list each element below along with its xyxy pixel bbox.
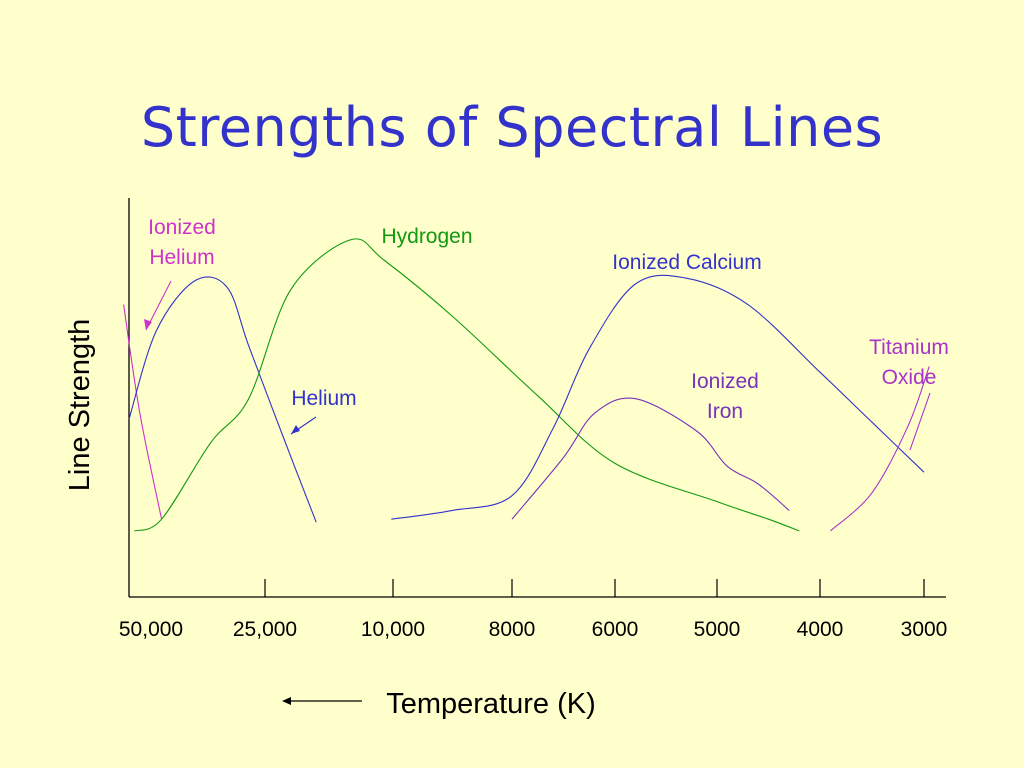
x-axis-ticks: 50,000 25,000 10,000 8000 6000 5000 4000 3000 <box>119 579 947 641</box>
ionized-iron-curve <box>511 397 790 520</box>
temperature-direction-arrow <box>282 697 362 705</box>
helium-curve <box>128 276 317 523</box>
x-tick-label: 5000 <box>694 618 741 641</box>
ionized-helium-curve <box>123 304 163 520</box>
ionized-helium-label: Ionized Helium <box>148 216 216 269</box>
titanium-oxide-pointer <box>909 392 931 451</box>
x-tick-label: 4000 <box>797 618 844 641</box>
ionized-helium-pointer <box>144 280 172 331</box>
helium-pointer <box>290 416 317 435</box>
ionized-calcium-label: Ionized Calcium <box>612 251 761 274</box>
titanium-oxide-curve <box>830 366 930 532</box>
hydrogen-curve <box>134 238 800 532</box>
x-tick-label: 50,000 <box>119 618 183 641</box>
hydrogen-label: Hydrogen <box>381 225 472 248</box>
titanium-oxide-label: Titanium Oxide <box>869 336 949 389</box>
y-axis-label: Line Strength <box>64 319 96 492</box>
x-axis-label: Temperature (K) <box>386 688 596 720</box>
x-tick-label: 3000 <box>901 618 948 641</box>
ionized-calcium-curve <box>391 274 925 520</box>
series-labels: Ionized Helium Helium Hydrogen Ionized Calci… <box>148 216 949 423</box>
slide-title: Strengths of Spectral Lines <box>140 96 884 159</box>
helium-label: Helium <box>291 387 356 410</box>
series-curves <box>123 238 930 532</box>
x-tick-label: 25,000 <box>233 618 297 641</box>
ionized-iron-label: Ionized Iron <box>691 370 759 423</box>
x-tick-label: 6000 <box>592 618 639 641</box>
x-tick-label: 8000 <box>489 618 536 641</box>
x-tick-label: 10,000 <box>361 618 425 641</box>
